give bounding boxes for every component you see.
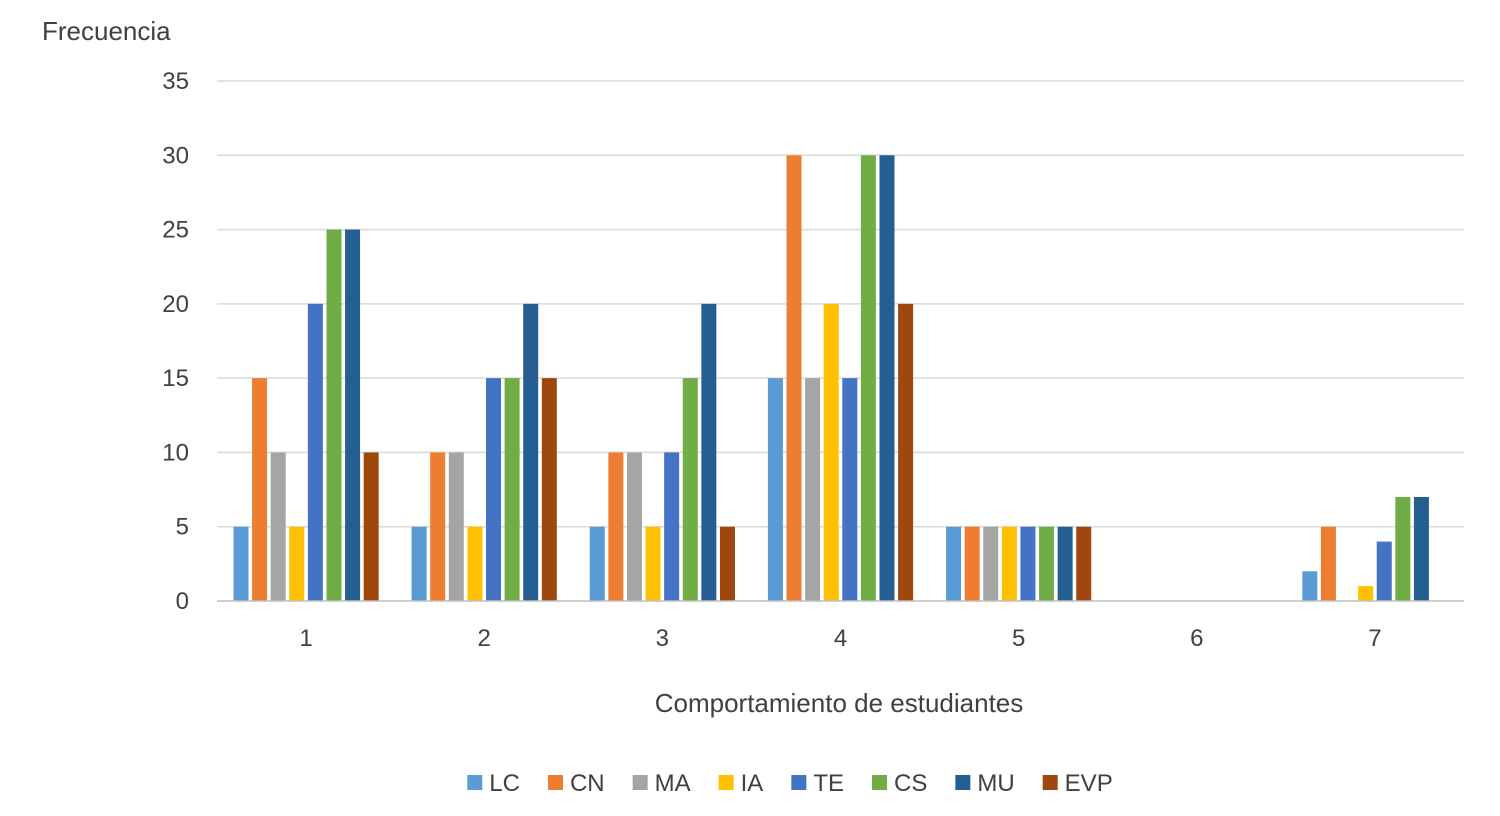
bar-te-7 <box>1376 541 1392 601</box>
legend-item-cs: CS <box>872 770 927 797</box>
bar-ma-4 <box>805 378 821 601</box>
legend-swatch <box>632 775 648 790</box>
bar-ma-2 <box>448 452 464 601</box>
legend-item-ia: IA <box>718 770 764 797</box>
legend-swatch <box>1042 775 1058 790</box>
bar-evp-5 <box>1076 526 1092 601</box>
bar-ia-1 <box>289 526 305 601</box>
legend-label: MA <box>655 770 691 797</box>
x-tick-label: 2 <box>478 625 491 652</box>
bar-cn-4 <box>786 155 802 602</box>
bar-te-2 <box>486 378 502 601</box>
bar-ia-5 <box>1001 526 1017 601</box>
legend-swatch <box>718 775 734 790</box>
bar-te-1 <box>307 303 323 601</box>
bar-evp-2 <box>541 378 557 601</box>
legend-label: TE <box>813 770 844 797</box>
legend-label: CN <box>570 770 605 797</box>
x-tick-label: 3 <box>656 625 669 652</box>
legend-label: LC <box>489 770 520 797</box>
y-tick-label: 20 <box>162 291 189 318</box>
x-tick-label: 6 <box>1190 625 1203 652</box>
legend-label: MU <box>977 770 1014 797</box>
legend-item-te: TE <box>791 770 844 797</box>
x-tick-label: 4 <box>834 625 847 652</box>
y-tick-label: 5 <box>176 514 189 541</box>
legend-swatch <box>955 775 971 790</box>
bar-cn-7 <box>1320 526 1336 601</box>
legend-swatch <box>467 775 483 790</box>
bar-lc-7 <box>1302 571 1318 601</box>
bar-evp-3 <box>719 526 735 601</box>
bar-lc-3 <box>589 526 605 601</box>
legend-item-evp: EVP <box>1042 770 1113 797</box>
bar-ia-3 <box>645 526 661 601</box>
bar-ma-3 <box>626 452 642 601</box>
bar-cs-7 <box>1395 497 1411 601</box>
bar-evp-1 <box>363 452 379 601</box>
bar-ma-5 <box>983 526 999 601</box>
bar-mu-4 <box>879 155 895 602</box>
legend-label: CS <box>894 770 927 797</box>
x-axis-title: Comportamiento de estudiantes <box>655 688 1024 718</box>
bar-cs-2 <box>504 378 520 601</box>
legend-swatch <box>547 775 563 790</box>
bar-lc-5 <box>946 526 962 601</box>
legend-item-cn: CN <box>547 770 605 797</box>
bar-te-5 <box>1020 526 1036 601</box>
y-tick-label: 30 <box>162 142 189 169</box>
bar-lc-1 <box>233 526 249 601</box>
y-tick-label: 0 <box>176 588 189 615</box>
gridlines <box>217 80 1464 528</box>
bar-ma-1 <box>270 452 286 601</box>
legend-label: EVP <box>1065 770 1113 797</box>
bar-evp-4 <box>898 303 914 601</box>
bar-mu-7 <box>1413 497 1429 601</box>
bar-cs-3 <box>682 378 698 601</box>
legend-item-mu: MU <box>955 770 1015 797</box>
bar-te-4 <box>842 378 858 601</box>
y-tick-label: 15 <box>162 365 189 392</box>
bar-mu-1 <box>345 229 361 602</box>
bar-cn-1 <box>252 378 268 601</box>
bar-te-3 <box>664 452 680 601</box>
y-tick-label: 25 <box>162 217 189 244</box>
bars <box>233 155 1429 602</box>
x-tick-label: 1 <box>299 625 312 652</box>
bar-cs-5 <box>1039 526 1055 601</box>
y-tick-label: 35 <box>162 68 189 95</box>
x-tick-label: 5 <box>1012 625 1025 652</box>
bar-mu-2 <box>523 303 539 601</box>
bar-cn-3 <box>608 452 624 601</box>
legend-label: IA <box>741 770 764 797</box>
bar-ia-4 <box>823 303 839 601</box>
bar-ia-2 <box>467 526 483 601</box>
bar-mu-5 <box>1057 526 1073 601</box>
bar-mu-3 <box>701 303 717 601</box>
legend: LC CN MA IA TE CS MU EVP <box>467 770 1113 797</box>
legend-swatch <box>872 775 888 790</box>
bar-cs-1 <box>326 229 342 602</box>
legend-item-lc: LC <box>467 770 520 797</box>
bar-cn-5 <box>964 526 980 601</box>
x-tick-label: 7 <box>1368 625 1381 652</box>
legend-swatch <box>791 775 807 790</box>
legend-item-ma: MA <box>632 770 691 797</box>
bar-cn-2 <box>430 452 446 601</box>
y-axis-title: Frecuencia <box>42 16 171 46</box>
y-tick-labels: 0 5 10 15 20 25 30 35 <box>162 68 189 615</box>
x-tick-labels: 1 2 3 4 5 6 7 <box>299 625 1381 652</box>
bar-lc-2 <box>411 526 427 601</box>
bar-ia-7 <box>1358 586 1374 601</box>
y-tick-label: 10 <box>162 439 189 466</box>
bar-lc-4 <box>767 378 783 601</box>
bar-cs-4 <box>860 155 876 602</box>
